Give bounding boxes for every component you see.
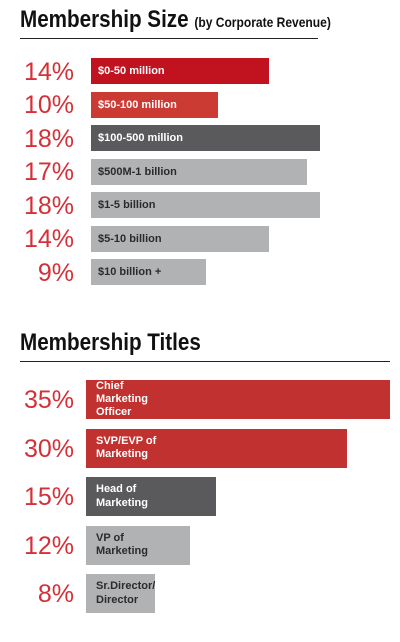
title-value-label: 35% <box>23 386 74 414</box>
title-bar: Sr.Director/ Director <box>86 574 156 613</box>
size-category-label: $5-10 billion <box>98 232 162 245</box>
size-category-label: $10 billion + <box>98 266 162 278</box>
title-row: 35% Chief Marketing Officer <box>0 380 400 419</box>
size-bar: $100-500 million <box>91 125 320 151</box>
title-row: 12% VP of Marketing <box>0 525 400 565</box>
title-value-label: 15% <box>23 483 74 511</box>
size-row: 18% $1-5 billion <box>0 192 400 218</box>
title-category-label: Sr.Director/ Director <box>96 580 156 606</box>
size-value-label: 18% <box>23 191 74 220</box>
membership-size-divider <box>20 38 318 39</box>
membership-titles-title-text: Membership Titles <box>20 329 201 356</box>
size-row: 10% $50-100 million <box>0 91 400 119</box>
title-bar: VP of Marketing <box>86 525 191 565</box>
membership-size-title-text: Membership Size <box>20 6 189 33</box>
size-bar: $500M-1 billion <box>91 158 308 185</box>
title-category-label: Chief Marketing Officer <box>96 379 148 419</box>
membership-size-title: Membership Size (by Corporate Revenue) <box>20 6 331 34</box>
size-bar: $50-100 million <box>91 91 219 118</box>
title-value-label: 30% <box>23 434 74 463</box>
title-category-label: VP of Marketing <box>96 531 148 557</box>
size-value-label: 14% <box>23 57 74 86</box>
size-category-label: $0-50 million <box>98 65 165 77</box>
size-value-label: 9% <box>37 258 74 287</box>
size-row: 9% $10 billion + <box>0 259 400 285</box>
title-row: 8% Sr.Director/ Director <box>0 574 400 613</box>
size-row: 17% $500M-1 billion <box>0 158 400 186</box>
size-value-label: 10% <box>23 91 74 119</box>
size-row: 18% $100-500 million <box>0 125 400 151</box>
title-bar: SVP/EVP of Marketing <box>86 428 347 468</box>
size-bar: $1-5 billion <box>91 192 320 218</box>
membership-size-subtitle: (by Corporate Revenue) <box>194 14 331 30</box>
size-category-label: $1-5 billion <box>98 199 156 211</box>
title-category-label: Head of Marketing <box>96 483 148 509</box>
title-bar: Head of Marketing <box>86 477 217 516</box>
size-value-label: 17% <box>23 158 74 186</box>
size-category-label: $500M-1 billion <box>98 165 177 178</box>
title-row: 15% Head of Marketing <box>0 477 400 516</box>
title-bar: Chief Marketing Officer <box>86 380 390 419</box>
size-category-label: $50-100 million <box>98 98 177 111</box>
size-bar: $10 billion + <box>91 259 206 285</box>
size-bar: $5-10 billion <box>91 225 270 252</box>
size-row: 14% $0-50 million <box>0 58 400 84</box>
title-value-label: 8% <box>37 580 74 608</box>
size-bar: $0-50 million <box>91 58 270 84</box>
title-value-label: 12% <box>23 531 74 560</box>
title-row: 30% SVP/EVP of Marketing <box>0 428 400 468</box>
membership-titles-title: Membership Titles <box>20 329 201 357</box>
size-category-label: $100-500 million <box>98 132 183 144</box>
membership-titles-divider <box>20 361 390 362</box>
size-value-label: 14% <box>23 225 74 253</box>
size-row: 14% $5-10 billion <box>0 225 400 253</box>
title-category-label: SVP/EVP of Marketing <box>96 434 157 460</box>
size-value-label: 18% <box>23 124 74 153</box>
